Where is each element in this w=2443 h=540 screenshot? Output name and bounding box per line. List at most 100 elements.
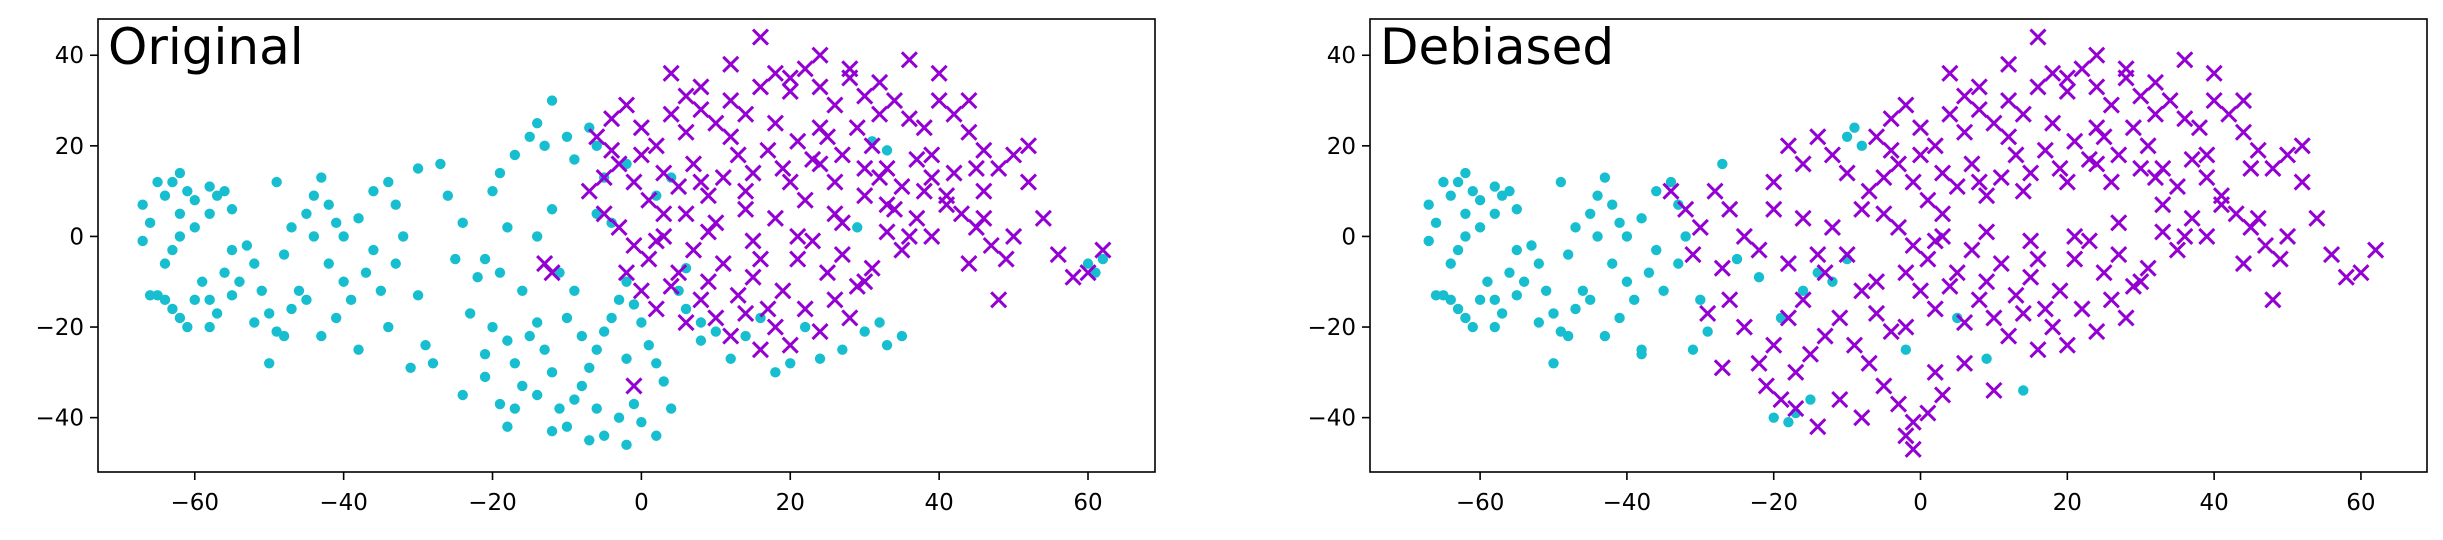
scatter-point-x <box>2146 168 2164 187</box>
scatter-point-x <box>670 264 688 282</box>
scatter-point-dot <box>211 308 223 319</box>
scatter-point-x <box>781 173 799 191</box>
scatter-point-x <box>2014 304 2032 323</box>
scatter-point-x <box>714 255 732 273</box>
scatter-point-dot <box>576 330 588 342</box>
scatter-point-x <box>833 146 851 164</box>
x-tick-label: 20 <box>2053 490 2082 516</box>
scatter-point-x <box>2154 196 2172 214</box>
scatter-point-x <box>1779 137 1797 155</box>
scatter-point-dot <box>189 195 200 206</box>
scatter-point-x <box>2198 227 2216 246</box>
x-tick-label: 60 <box>1073 490 1102 516</box>
scatter-point-x <box>722 128 740 146</box>
scatter-point-x <box>2066 250 2084 268</box>
scatter-point-x <box>707 309 725 327</box>
scatter-point-x <box>2058 82 2076 101</box>
scatter-point-x <box>2044 318 2062 336</box>
scatter-point-dot <box>368 244 379 256</box>
scatter-point-x <box>893 178 911 196</box>
scatter-point-x <box>1897 264 1915 282</box>
scatter-point-dot <box>278 249 290 260</box>
scatter-point-dot <box>1614 217 1625 229</box>
scatter-point-dot <box>137 199 148 210</box>
scatter-point-dot <box>554 267 565 278</box>
scatter-point-dot <box>554 403 565 414</box>
x-tick-label: −40 <box>319 490 368 516</box>
scatter-point-x <box>1838 164 1856 182</box>
scatter-point-dot <box>1474 294 1486 306</box>
y-tick-label: 20 <box>55 134 84 160</box>
scatter-point-x <box>692 291 710 309</box>
scatter-point-x <box>900 51 918 69</box>
scatter-point-x <box>1904 173 1922 191</box>
scatter-point-dot <box>658 376 669 387</box>
scatter-point-x <box>2132 159 2150 178</box>
scatter-point-x <box>632 119 650 137</box>
scatter-point-dot <box>211 190 223 201</box>
scatter-point-dot <box>226 244 238 256</box>
scatter-point-x <box>1897 318 1915 336</box>
scatter-point-x <box>595 205 613 223</box>
scatter-point-x <box>2066 132 2084 150</box>
scatter-point-dot <box>159 190 171 201</box>
scatter-point-x <box>1721 291 1739 309</box>
scatter-point-x <box>655 164 673 182</box>
scatter-point-x <box>2051 159 2069 178</box>
scatter-point-x <box>2293 173 2311 191</box>
scatter-point-dot <box>137 235 148 247</box>
scatter-point-x <box>885 91 904 110</box>
scatter-point-x <box>744 232 762 250</box>
scatter-point-dot <box>144 290 156 301</box>
scatter-point-dot <box>494 398 506 410</box>
scatter-point-dot <box>345 294 357 306</box>
scatter-point-x <box>2190 119 2209 137</box>
scatter-point-dot <box>695 317 707 328</box>
scatter-point-dot <box>167 303 178 315</box>
scatter-point-x <box>610 218 628 236</box>
scatter-point-x <box>1955 87 1974 105</box>
scatter-point-dot <box>1570 222 1581 233</box>
scatter-point-dot <box>412 163 424 174</box>
scatter-point-x <box>1875 205 1893 223</box>
scatter-point-x <box>781 336 799 354</box>
scatter-point-x <box>1941 105 1959 123</box>
scatter-point-dot <box>457 217 468 229</box>
scatter-point-x <box>2000 91 2018 110</box>
scatter-point-x <box>1926 137 1944 155</box>
scatter-point-dot <box>1482 276 1493 287</box>
scatter-point-x <box>1889 395 1908 413</box>
scatter-point-dot <box>1548 308 1559 319</box>
scatter-point-x <box>1919 250 1937 268</box>
scatter-point-dot <box>1430 217 1442 229</box>
scatter-point-dot <box>1562 330 1574 342</box>
scatter-point-x <box>737 304 755 323</box>
scatter-point-dot <box>852 222 863 233</box>
scatter-point-x <box>1699 304 1717 323</box>
scatter-point-x <box>1853 409 1871 427</box>
scatter-point-x <box>818 264 837 282</box>
scatter-point-dot <box>1673 258 1684 269</box>
scatter-point-x <box>625 377 643 395</box>
scatter-point-dot <box>621 439 632 451</box>
scatter-point-x <box>744 164 762 182</box>
scatter-point-x <box>640 250 658 268</box>
scatter-point-x <box>766 64 784 82</box>
scatter-point-dot <box>182 185 193 197</box>
scatter-point-dot <box>584 362 595 374</box>
scatter-point-dot <box>308 190 320 201</box>
scatter-point-dot <box>1797 285 1809 296</box>
scatter-point-dot <box>613 412 625 423</box>
scatter-point-x <box>1757 377 1775 395</box>
scatter-point-x <box>647 300 665 318</box>
scatter-point-x <box>2271 250 2289 268</box>
scatter-point-x <box>2205 64 2223 82</box>
scatter-point-dot <box>628 299 640 310</box>
scatter-point-x <box>1882 110 1900 128</box>
scatter-point-x <box>1794 209 1812 227</box>
scatter-point-dot <box>197 276 208 287</box>
scatter-point-dot <box>338 276 349 287</box>
scatter-point-x <box>1816 264 1834 282</box>
scatter-point-x <box>2176 110 2194 128</box>
scatter-point-x <box>1823 218 1842 236</box>
